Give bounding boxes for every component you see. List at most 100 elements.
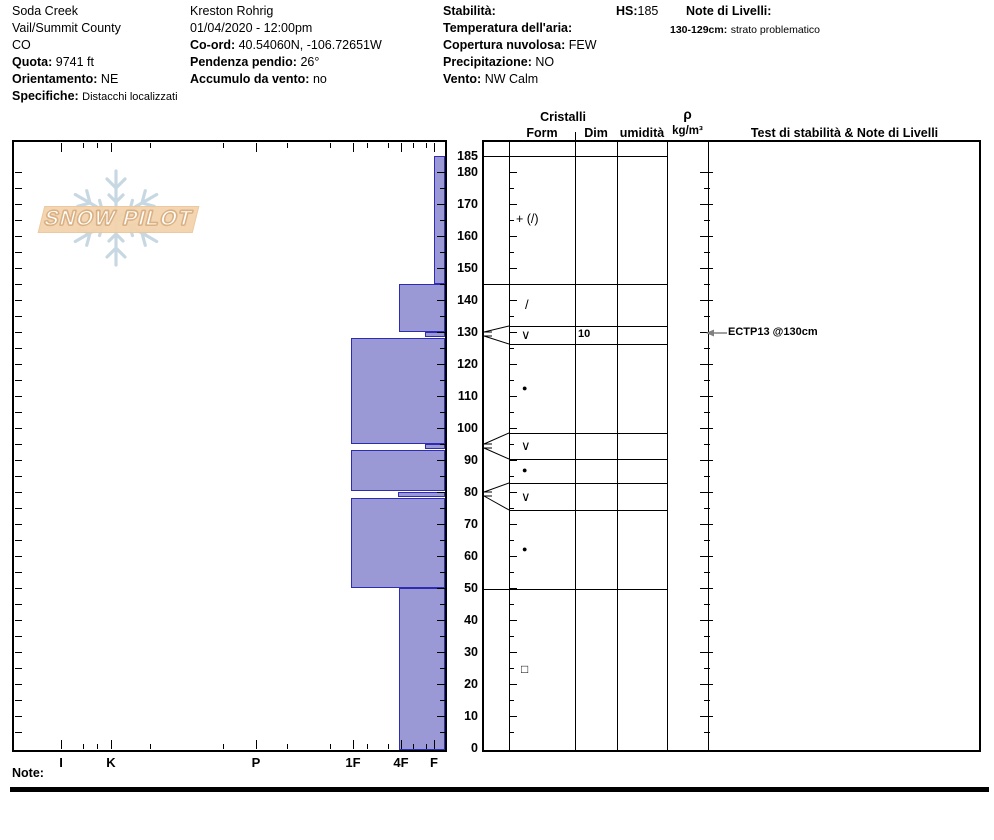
hardness-major-tick: [401, 143, 402, 152]
depth-tick-left: [15, 204, 22, 205]
density-column-tick: [704, 732, 710, 733]
depth-label: 90: [464, 453, 478, 467]
header-divider-stub: [575, 132, 576, 142]
hardness-minor-tick: [97, 744, 98, 749]
depth-tick-right: [437, 684, 445, 685]
column-header-form: Form: [526, 126, 558, 140]
depth-tick-right: [437, 300, 445, 301]
table-row-line: [483, 284, 667, 285]
depth-tick-left: [15, 460, 22, 461]
hardness-minor-tick: [330, 143, 331, 148]
depth-label: 185: [457, 149, 478, 163]
depth-tick-right: [437, 364, 445, 365]
form-column-tick: [510, 220, 514, 221]
table-row-line: [509, 433, 667, 434]
depth-tick-right: [437, 460, 445, 461]
grain-form-symbol: ●: [522, 543, 528, 554]
depth-tick-right: [440, 284, 445, 285]
table-column-line: [617, 142, 618, 750]
depth-tick-left: [15, 172, 22, 173]
density-column-tick: [704, 252, 710, 253]
form-column-tick: [510, 316, 514, 317]
depth-tick-left: [15, 284, 22, 285]
hardness-label: I: [59, 755, 63, 770]
density-column-tick: [700, 204, 713, 205]
depth-tick-right: [440, 604, 445, 605]
form-column-tick: [510, 636, 514, 637]
grain-form-symbol: + (/): [516, 212, 539, 226]
depth-tick-right: [440, 444, 445, 445]
depth-tick-right: [437, 716, 445, 717]
hardness-chart-frame: [12, 140, 447, 752]
hs-value: 185: [637, 4, 659, 18]
table-column-line: [575, 142, 576, 750]
accumulo-value: no: [312, 72, 327, 86]
form-column-tick: [510, 364, 517, 365]
form-column-tick: [510, 236, 517, 237]
form-column-tick: [510, 348, 514, 349]
hardness-minor-tick: [367, 143, 368, 148]
hardness-bar: [351, 498, 445, 588]
hardness-minor-tick: [223, 143, 224, 148]
depth-tick-left: [15, 316, 22, 317]
copertura-label: Copertura nuvolosa:: [443, 38, 566, 52]
sky-cover-field: Copertura nuvolosa: FEW: [443, 38, 597, 53]
density-column-tick: [704, 508, 710, 509]
form-column-tick: [510, 476, 514, 477]
depth-tick-right: [437, 268, 445, 269]
depth-tick-left: [15, 220, 22, 221]
depth-label: 170: [457, 197, 478, 211]
quota-label: Quota:: [12, 55, 53, 69]
precipitazione-label: Precipitazione:: [443, 55, 532, 69]
depth-label: 160: [457, 229, 478, 243]
depth-label: 60: [464, 549, 478, 563]
depth-tick-right: [440, 252, 445, 253]
layer-note-entry: 130-129cm: strato problematico: [670, 22, 820, 38]
quota-value: 9741 ft: [55, 55, 94, 69]
form-column-tick: [510, 556, 517, 557]
precipitazione-value: NO: [535, 55, 555, 69]
column-header-cristalli: Cristalli: [540, 110, 586, 124]
depth-tick-right: [437, 524, 445, 525]
depth-label: 110: [457, 389, 478, 403]
table-column-line: [509, 142, 510, 750]
hardness-major-tick: [256, 740, 257, 749]
depth-tick-left: [15, 524, 22, 525]
hardness-minor-tick: [223, 744, 224, 749]
hardness-bar: [425, 444, 445, 449]
depth-tick-left: [15, 700, 22, 701]
hardness-minor-tick: [150, 143, 151, 148]
density-column-tick: [700, 492, 713, 493]
note-label: Note:: [12, 766, 44, 780]
depth-tick-right: [437, 236, 445, 237]
form-column-tick: [510, 188, 514, 189]
depth-tick-left: [15, 396, 22, 397]
hardness-label: 1F: [345, 755, 361, 770]
density-column-tick: [704, 316, 710, 317]
depth-tick-right: [440, 412, 445, 413]
coordinates: Co-ord: 40.54060N, -106.72651W: [190, 38, 382, 53]
table-row-line: [509, 483, 667, 484]
hardness-label: F: [430, 755, 438, 770]
form-column-tick: [510, 380, 514, 381]
depth-tick-left: [15, 380, 22, 381]
depth-tick-right: [437, 204, 445, 205]
hardness-minor-tick: [330, 744, 331, 749]
hardness-major-tick: [353, 740, 354, 749]
depth-tick-left: [15, 508, 22, 509]
density-column-tick: [704, 476, 710, 477]
depth-tick-left: [15, 364, 22, 365]
site-region: Vail/Summit County: [12, 21, 121, 35]
depth-tick-left: [15, 348, 22, 349]
hardness-minor-tick: [413, 744, 414, 749]
depth-tick-right: [437, 652, 445, 653]
grain-form-symbol: /: [525, 297, 529, 312]
hardness-major-tick: [61, 740, 62, 749]
density-column-tick: [704, 604, 710, 605]
precipitation-field: Precipitazione: NO: [443, 55, 554, 70]
form-column-tick: [510, 460, 517, 461]
table-row-line: [509, 459, 667, 460]
depth-tick-left: [15, 732, 22, 733]
hardness-minor-tick: [287, 744, 288, 749]
depth-tick-left: [15, 428, 22, 429]
